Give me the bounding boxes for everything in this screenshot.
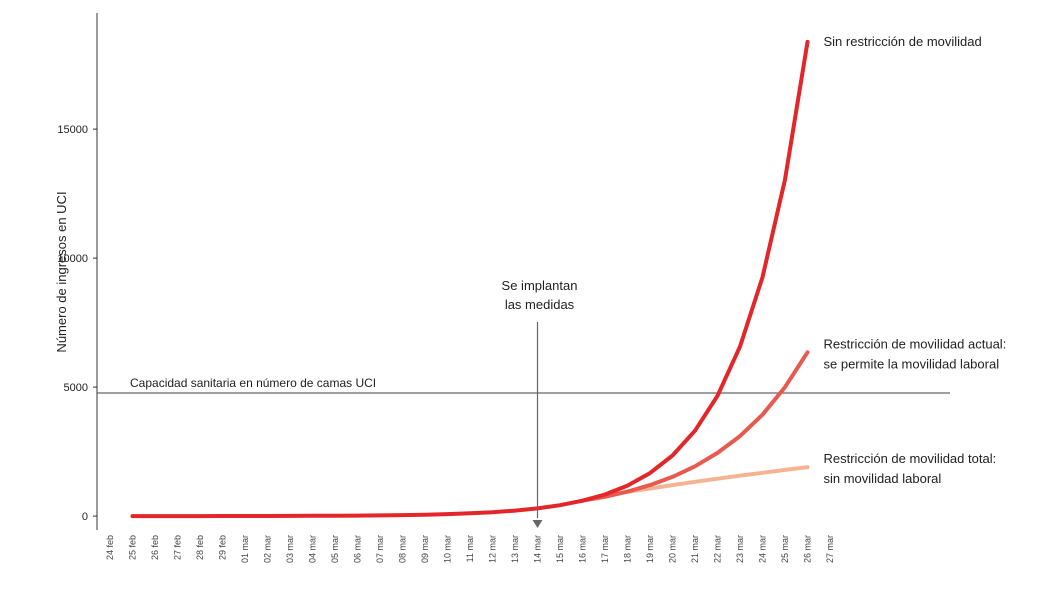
y-tick-label: 10000 <box>57 253 88 265</box>
series-label: se permite la movilidad laboral <box>824 356 1000 371</box>
x-tick-label: 15 mar <box>555 535 565 563</box>
series-label: Restricción de movilidad actual: <box>824 336 1007 351</box>
x-tick-label: 25 feb <box>128 535 138 560</box>
x-tick-label: 27 feb <box>173 535 183 560</box>
y-tick-label: 5000 <box>64 382 88 394</box>
y-tick-label: 15000 <box>57 124 88 136</box>
x-tick-label: 09 mar <box>420 535 430 563</box>
x-tick-label: 21 mar <box>690 535 700 563</box>
x-tick-label: 04 mar <box>308 535 318 563</box>
capacity-label: Capacidad sanitaria en número de camas U… <box>130 376 376 390</box>
x-tick-label: 08 mar <box>398 535 408 563</box>
x-tick-label: 16 mar <box>578 535 588 563</box>
series-line <box>130 39 810 519</box>
series-label: Restricción de movilidad total: <box>824 451 997 466</box>
x-tick-label: 03 mar <box>285 535 295 563</box>
x-tick-label: 24 feb <box>105 535 115 560</box>
x-tick-label: 28 feb <box>195 535 205 560</box>
x-tick-label: 26 feb <box>150 535 160 560</box>
x-tick-label: 12 mar <box>488 535 498 563</box>
y-tick-label: 0 <box>82 511 88 523</box>
x-tick-label: 06 mar <box>353 535 363 563</box>
y-axis-label: Número de ingresos en UCI <box>54 191 69 352</box>
x-tick-label: 27 mar <box>825 535 835 563</box>
x-tick-label: 18 mar <box>623 535 633 563</box>
x-tick-label: 11 mar <box>465 535 475 562</box>
annotation-text: Se implantan <box>502 278 578 293</box>
x-tick-label: 20 mar <box>668 535 678 563</box>
series-line <box>580 350 810 503</box>
x-tick-label: 01 mar <box>240 535 250 563</box>
series-label: Sin restricción de movilidad <box>824 34 982 49</box>
x-tick-label: 26 mar <box>803 535 813 563</box>
x-tick-label: 22 mar <box>713 535 723 563</box>
x-tick-label: 17 mar <box>600 535 610 563</box>
x-tick-label: 13 mar <box>510 535 520 563</box>
annotation-text: las medidas <box>505 297 575 312</box>
x-tick-label: 14 mar <box>533 535 543 563</box>
x-tick-label: 23 mar <box>735 535 745 563</box>
x-tick-label: 19 mar <box>645 535 655 563</box>
x-tick-label: 02 mar <box>263 535 273 563</box>
x-tick-label: 24 mar <box>758 535 768 563</box>
series-label: sin movilidad laboral <box>824 471 942 486</box>
x-tick-label: 07 mar <box>375 535 385 563</box>
x-tick-label: 10 mar <box>443 535 453 563</box>
annotation-arrowhead <box>532 520 543 528</box>
x-tick-label: 29 feb <box>218 535 228 560</box>
x-tick-label: 25 mar <box>780 535 790 563</box>
x-tick-label: 05 mar <box>330 535 340 563</box>
